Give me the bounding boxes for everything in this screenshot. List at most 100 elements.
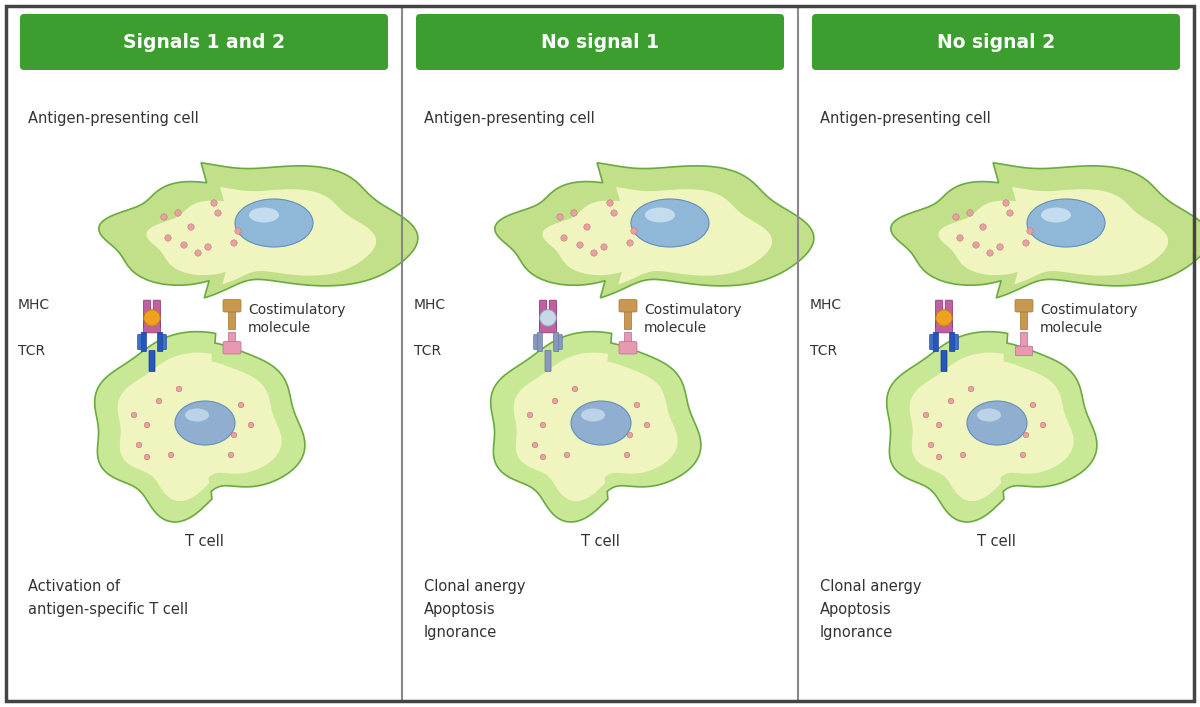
- Circle shape: [144, 422, 150, 428]
- Circle shape: [527, 412, 533, 418]
- Circle shape: [232, 432, 236, 438]
- Circle shape: [967, 210, 973, 216]
- Circle shape: [577, 242, 583, 248]
- Circle shape: [181, 242, 187, 248]
- Circle shape: [1007, 210, 1013, 216]
- Text: T cell: T cell: [977, 534, 1015, 549]
- FancyBboxPatch shape: [550, 300, 557, 328]
- Circle shape: [953, 214, 959, 220]
- Ellipse shape: [1042, 207, 1072, 223]
- Circle shape: [557, 214, 563, 220]
- Text: Activation of
antigen-specific T cell: Activation of antigen-specific T cell: [28, 579, 188, 617]
- Ellipse shape: [175, 401, 235, 445]
- Circle shape: [194, 250, 202, 256]
- FancyBboxPatch shape: [949, 332, 955, 351]
- Text: TCR: TCR: [414, 344, 442, 358]
- FancyBboxPatch shape: [946, 300, 953, 328]
- Circle shape: [248, 422, 254, 428]
- Text: T cell: T cell: [581, 534, 619, 549]
- Circle shape: [628, 432, 632, 438]
- Circle shape: [936, 422, 942, 428]
- Circle shape: [205, 244, 211, 250]
- Circle shape: [1030, 402, 1036, 408]
- FancyBboxPatch shape: [223, 300, 241, 312]
- Polygon shape: [938, 187, 1168, 284]
- Circle shape: [611, 210, 617, 216]
- FancyBboxPatch shape: [545, 351, 551, 372]
- Circle shape: [176, 386, 182, 392]
- Circle shape: [960, 452, 966, 458]
- Circle shape: [552, 398, 558, 404]
- Circle shape: [188, 224, 194, 230]
- Circle shape: [1022, 240, 1030, 246]
- Text: TCR: TCR: [18, 344, 46, 358]
- FancyBboxPatch shape: [144, 322, 161, 333]
- Circle shape: [936, 310, 953, 326]
- Circle shape: [631, 228, 637, 234]
- FancyBboxPatch shape: [138, 334, 142, 349]
- Circle shape: [571, 210, 577, 216]
- Text: Costimulatory
molecule: Costimulatory molecule: [1040, 303, 1138, 335]
- Circle shape: [161, 214, 167, 220]
- FancyBboxPatch shape: [934, 332, 938, 351]
- Circle shape: [997, 244, 1003, 250]
- Text: Antigen-presenting cell: Antigen-presenting cell: [424, 112, 595, 127]
- Circle shape: [1027, 228, 1033, 234]
- Circle shape: [1024, 432, 1028, 438]
- FancyBboxPatch shape: [954, 334, 959, 349]
- FancyBboxPatch shape: [540, 300, 547, 328]
- Polygon shape: [98, 163, 418, 298]
- Circle shape: [601, 244, 607, 250]
- FancyBboxPatch shape: [553, 332, 559, 351]
- FancyBboxPatch shape: [162, 334, 167, 349]
- Text: Antigen-presenting cell: Antigen-presenting cell: [820, 112, 991, 127]
- Circle shape: [607, 200, 613, 206]
- FancyBboxPatch shape: [1020, 309, 1027, 329]
- Circle shape: [956, 235, 964, 241]
- Circle shape: [164, 235, 172, 241]
- Text: TCR: TCR: [810, 344, 838, 358]
- Text: Costimulatory
molecule: Costimulatory molecule: [248, 303, 346, 335]
- FancyBboxPatch shape: [930, 334, 934, 349]
- Text: MHC: MHC: [810, 298, 842, 312]
- Circle shape: [532, 442, 538, 448]
- FancyBboxPatch shape: [558, 334, 563, 349]
- Circle shape: [156, 398, 162, 404]
- Ellipse shape: [1027, 199, 1105, 247]
- Circle shape: [928, 442, 934, 448]
- Ellipse shape: [250, 207, 278, 223]
- Circle shape: [644, 422, 649, 428]
- Text: Antigen-presenting cell: Antigen-presenting cell: [28, 112, 199, 127]
- Circle shape: [235, 228, 241, 234]
- Text: No signal 1: No signal 1: [541, 33, 659, 52]
- Ellipse shape: [644, 207, 674, 223]
- FancyBboxPatch shape: [154, 300, 161, 328]
- FancyBboxPatch shape: [619, 341, 637, 354]
- Circle shape: [979, 224, 986, 230]
- FancyBboxPatch shape: [1015, 300, 1033, 312]
- Circle shape: [560, 235, 568, 241]
- FancyBboxPatch shape: [416, 14, 784, 70]
- Circle shape: [144, 310, 161, 326]
- Circle shape: [986, 250, 994, 256]
- FancyBboxPatch shape: [936, 322, 953, 333]
- FancyBboxPatch shape: [142, 332, 146, 351]
- Circle shape: [540, 454, 546, 460]
- Ellipse shape: [977, 409, 1001, 421]
- Text: Clonal anergy
Apoptosis
Ignorance: Clonal anergy Apoptosis Ignorance: [820, 579, 922, 640]
- Circle shape: [572, 386, 577, 392]
- Text: No signal 2: No signal 2: [937, 33, 1055, 52]
- FancyBboxPatch shape: [534, 334, 538, 349]
- Polygon shape: [910, 353, 1074, 501]
- FancyBboxPatch shape: [144, 300, 151, 328]
- Ellipse shape: [581, 409, 605, 421]
- FancyBboxPatch shape: [157, 332, 163, 351]
- FancyBboxPatch shape: [1015, 346, 1033, 356]
- Circle shape: [228, 452, 234, 458]
- Text: MHC: MHC: [18, 298, 50, 312]
- Circle shape: [634, 402, 640, 408]
- Text: Clonal anergy
Apoptosis
Ignorance: Clonal anergy Apoptosis Ignorance: [424, 579, 526, 640]
- FancyBboxPatch shape: [624, 309, 631, 329]
- Circle shape: [239, 402, 244, 408]
- Text: T cell: T cell: [185, 534, 223, 549]
